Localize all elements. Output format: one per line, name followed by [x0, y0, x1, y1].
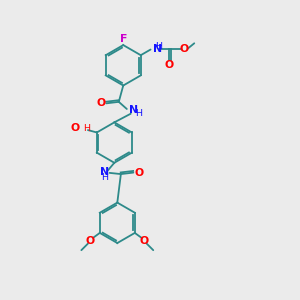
Text: O: O: [96, 98, 106, 108]
Text: N: N: [100, 167, 109, 177]
Text: O: O: [71, 123, 80, 133]
Text: O: O: [140, 236, 149, 246]
Text: F: F: [120, 34, 127, 44]
Text: H: H: [83, 124, 90, 133]
Text: O: O: [165, 60, 174, 70]
Text: H: H: [156, 42, 163, 51]
Text: O: O: [180, 44, 189, 54]
Text: N: N: [153, 44, 162, 54]
Text: O: O: [86, 236, 95, 246]
Text: O: O: [134, 168, 143, 178]
Text: H: H: [135, 109, 142, 118]
Text: N: N: [130, 105, 139, 115]
Text: H: H: [101, 172, 108, 182]
